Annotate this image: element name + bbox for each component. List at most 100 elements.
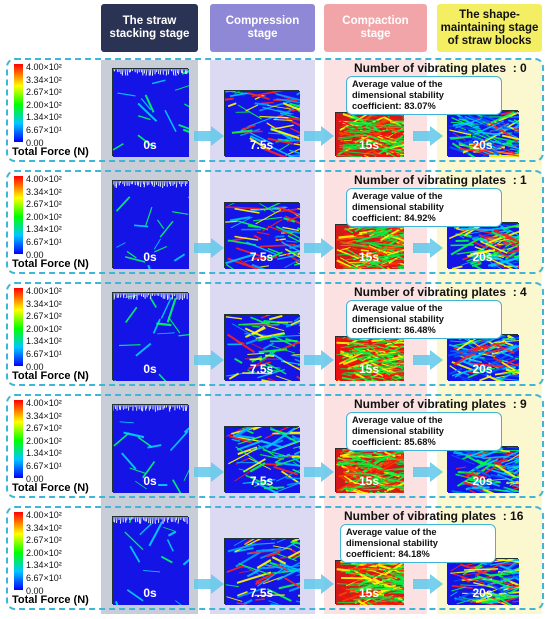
time-label: 0s xyxy=(143,362,157,376)
legend-title: Total Force (N) xyxy=(12,482,89,494)
vibrating-plates-label: Number of vibrating plates : 9 xyxy=(354,397,527,411)
simulation-frame-20s: 20s xyxy=(447,212,548,283)
vibrating-plates-label: Number of vibrating plates : 1 xyxy=(354,173,527,187)
legend-tick: 6.67×10¹ xyxy=(26,237,62,247)
progress-arrow-icon xyxy=(194,238,224,258)
simulation-frame-0s: 0s xyxy=(112,404,202,496)
stage-header-4: The shape-maintaining stage of straw blo… xyxy=(437,4,542,52)
legend-title: Total Force (N) xyxy=(12,370,89,382)
simulation-frame-15s: 15s xyxy=(335,548,430,613)
time-label: 7.5s xyxy=(249,474,274,488)
simulation-frame-7.5s: 7.5s xyxy=(224,76,331,163)
stability-value: 85.68% xyxy=(404,437,436,447)
time-label: 15s xyxy=(358,586,380,600)
legend-tick: 3.34×10² xyxy=(26,298,62,309)
progress-arrow-icon xyxy=(413,238,443,258)
simulation-frame-15s: 15s xyxy=(335,433,435,507)
simulation-frame-15s: 15s xyxy=(335,326,436,395)
simulation-frame-20s: 20s xyxy=(447,101,546,167)
plates-count: 1 xyxy=(520,173,527,187)
simulation-frame-0s: 0s xyxy=(111,67,202,157)
legend-tick: 2.67×10² xyxy=(26,87,62,98)
time-label: 15s xyxy=(358,474,380,488)
progress-arrow-icon xyxy=(194,350,224,370)
legend-tick: 4.00×10² xyxy=(26,398,62,408)
progress-arrow-icon xyxy=(304,126,334,146)
legend-tick: 6.67×10¹ xyxy=(26,461,62,471)
stage-header-2: Compression stage xyxy=(210,4,315,52)
stability-coefficient-box: Average value of the dimensional stabili… xyxy=(346,412,502,451)
force-legend: 4.00×10² 3.34×10² 2.67×10² 2.00×10² 1.34×10²… xyxy=(12,286,112,384)
legend-tick: 6.67×10¹ xyxy=(26,573,62,583)
legend-tick: 4.00×10² xyxy=(26,286,62,296)
progress-arrow-icon xyxy=(194,462,224,482)
force-legend: 4.00×10² 3.34×10² 2.67×10² 2.00×10² 1.34×10²… xyxy=(12,398,112,496)
stage-header-1: The straw stacking stage xyxy=(101,4,198,52)
legend-tick: 2.67×10² xyxy=(26,423,62,434)
time-label: 7.5s xyxy=(249,586,274,600)
legend-tick: 4.00×10² xyxy=(26,174,62,184)
stability-coefficient-box: Average value of the dimensional stabili… xyxy=(346,188,502,227)
legend-tick: 1.34×10² xyxy=(26,336,62,347)
legend-tick: 0.00 xyxy=(26,137,44,148)
legend-title: Total Force (N) xyxy=(12,258,89,270)
legend-tick: 2.00×10² xyxy=(26,99,62,110)
stability-coefficient-box: Average value of the dimensional stabili… xyxy=(346,76,502,115)
stability-value: 84.92% xyxy=(404,213,436,223)
simulation-frame-7.5s: 7.5s xyxy=(224,309,326,391)
plates-count: 9 xyxy=(520,397,527,411)
stability-coefficient-box: Average value of the dimensional stabili… xyxy=(346,300,502,339)
time-label: 0s xyxy=(143,250,157,264)
stability-value: 86.48% xyxy=(404,325,436,335)
progress-arrow-icon xyxy=(413,126,443,146)
row-plates-9: 4.00×10² 3.34×10² 2.67×10² 2.00×10² 1.34×10²… xyxy=(6,394,549,507)
simulation-frame-15s: 15s xyxy=(335,213,432,279)
force-legend: 4.00×10² 3.34×10² 2.67×10² 2.00×10² 1.34×10²… xyxy=(12,510,112,608)
row-plates-0: 4.00×10² 3.34×10² 2.67×10² 2.00×10² 1.34×10²… xyxy=(6,58,546,169)
progress-arrow-icon xyxy=(304,574,334,594)
progress-arrow-icon xyxy=(413,350,443,370)
time-label: 15s xyxy=(358,362,380,376)
legend-tick: 2.00×10² xyxy=(26,323,62,334)
legend-tick: 2.67×10² xyxy=(26,199,62,210)
time-label: 20s xyxy=(472,586,493,600)
legend-title: Total Force (N) xyxy=(12,594,89,606)
legend-tick: 2.00×10² xyxy=(26,547,62,558)
legend-tick: 3.34×10² xyxy=(26,410,62,421)
legend-tick: 6.67×10¹ xyxy=(26,349,62,359)
legend-tick: 4.00×10² xyxy=(26,510,62,520)
simulation-frame-0s: 0s xyxy=(112,498,204,619)
time-label: 20s xyxy=(472,474,493,488)
simulation-frame-0s: 0s xyxy=(112,180,203,282)
force-colorbar xyxy=(14,64,23,142)
legend-tick: 2.00×10² xyxy=(26,435,62,446)
legend-tick: 1.34×10² xyxy=(26,560,62,571)
progress-arrow-icon xyxy=(413,462,443,482)
force-legend: 4.00×10² 3.34×10² 2.67×10² 2.00×10² 1.34×10²… xyxy=(12,174,112,272)
plates-count: 4 xyxy=(520,285,527,299)
plates-count: 16 xyxy=(510,509,524,523)
legend-tick: 3.34×10² xyxy=(26,74,62,85)
row-plates-4: 4.00×10² 3.34×10² 2.67×10² 2.00×10² 1.34×10²… xyxy=(6,282,544,400)
force-colorbar xyxy=(14,176,23,254)
legend-tick: 1.34×10² xyxy=(26,448,62,459)
legend-tick: 3.34×10² xyxy=(26,186,62,197)
simulation-frame-20s: 20s xyxy=(447,438,549,507)
progress-arrow-icon xyxy=(194,126,224,146)
stability-value: 84.18% xyxy=(398,549,430,559)
simulation-frame-20s: 20s xyxy=(447,549,550,612)
stability-value: 83.07% xyxy=(404,101,436,111)
vibrating-plates-label: Number of vibrating plates : 4 xyxy=(354,285,527,299)
row-plates-16: 4.00×10² 3.34×10² 2.67×10² 2.00×10² 1.34×10²… xyxy=(6,498,550,619)
simulation-frame-0s: 0s xyxy=(112,292,199,400)
plates-count: 0 xyxy=(520,61,527,75)
force-colorbar xyxy=(14,512,23,590)
simulation-frame-15s: 15s xyxy=(335,101,433,169)
simulation-frame-7.5s: 7.5s xyxy=(224,526,334,611)
force-colorbar xyxy=(14,288,23,366)
legend-tick: 0.00 xyxy=(26,585,44,596)
simulation-frame-20s: 20s xyxy=(447,328,539,391)
stage-header-3: Compaction stage xyxy=(324,4,427,52)
vibrating-plates-label: Number of vibrating plates : 0 xyxy=(354,61,527,75)
legend-tick: 0.00 xyxy=(26,473,44,484)
